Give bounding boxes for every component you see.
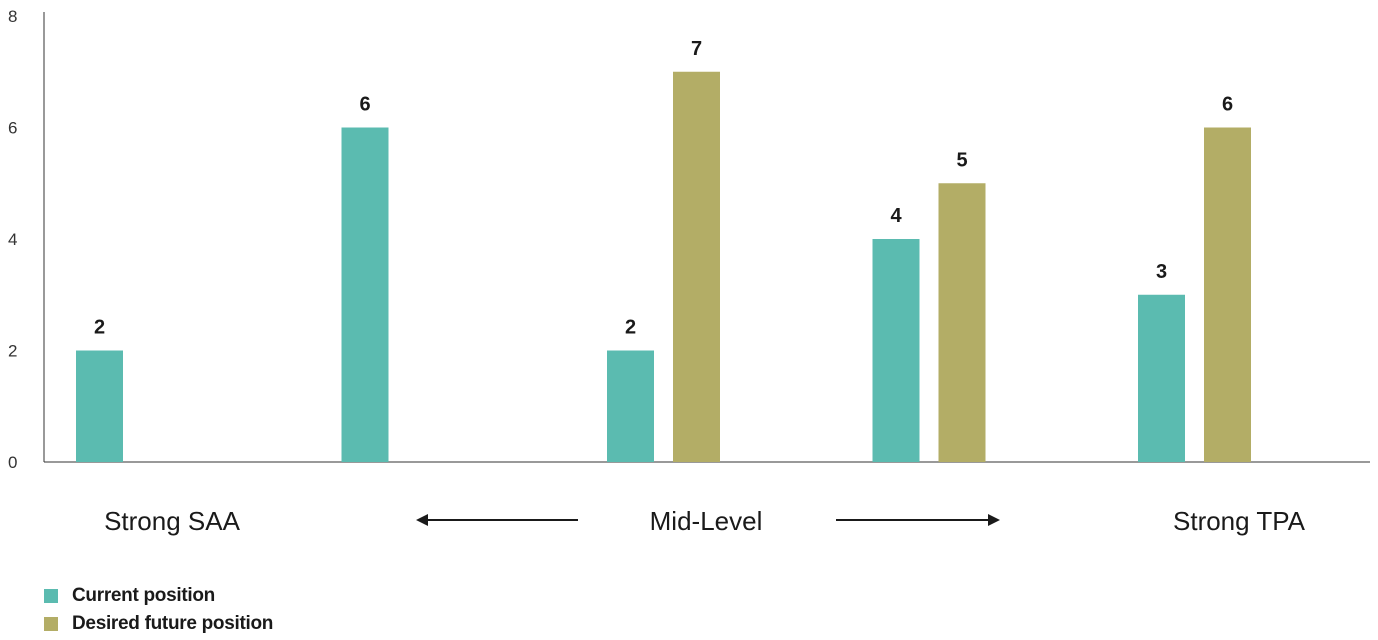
y-ticks: 0 2 4 6 8 (8, 7, 17, 472)
bar (673, 71, 720, 462)
data-label: 4 (890, 205, 902, 227)
legend-swatch-current (44, 589, 58, 603)
data-label: 6 (1222, 94, 1233, 116)
data-label: 6 (359, 94, 370, 116)
y-tick-label: 0 (8, 453, 17, 472)
legend-label-current: Current position (72, 585, 215, 606)
arrow-left-head (416, 514, 428, 526)
bars (76, 71, 1251, 462)
category-label: Strong SAA (104, 506, 241, 536)
bar (607, 350, 654, 462)
legend-item-current: Current position (44, 582, 273, 610)
bar (938, 183, 986, 462)
category-label: Mid-Level (650, 506, 763, 536)
direction-arrows (416, 514, 1000, 526)
arrow-right-head (988, 514, 1000, 526)
category-label: Strong TPA (1173, 506, 1306, 536)
bar (341, 127, 389, 462)
y-tick-label: 8 (8, 7, 17, 26)
y-tick-label: 6 (8, 119, 17, 138)
bar (872, 239, 920, 462)
bar (1204, 127, 1251, 462)
category-labels: Strong SAA Mid-Level Strong TPA (104, 506, 1306, 536)
data-label: 7 (691, 38, 702, 60)
bar (1138, 294, 1185, 462)
y-tick-label: 4 (8, 230, 17, 249)
data-label: 3 (1156, 261, 1167, 283)
data-labels: 2 6 2 4 3 7 5 6 (94, 38, 1233, 339)
bar (76, 350, 123, 462)
y-tick-label: 2 (8, 342, 17, 361)
legend: Current position Desired future position (44, 582, 273, 638)
data-label: 2 (94, 317, 105, 339)
data-label: 5 (956, 149, 967, 171)
legend-label-desired: Desired future position (72, 613, 274, 634)
data-label: 2 (625, 317, 636, 339)
legend-item-desired: Desired future position (44, 610, 273, 638)
legend-swatch-desired (44, 617, 58, 631)
